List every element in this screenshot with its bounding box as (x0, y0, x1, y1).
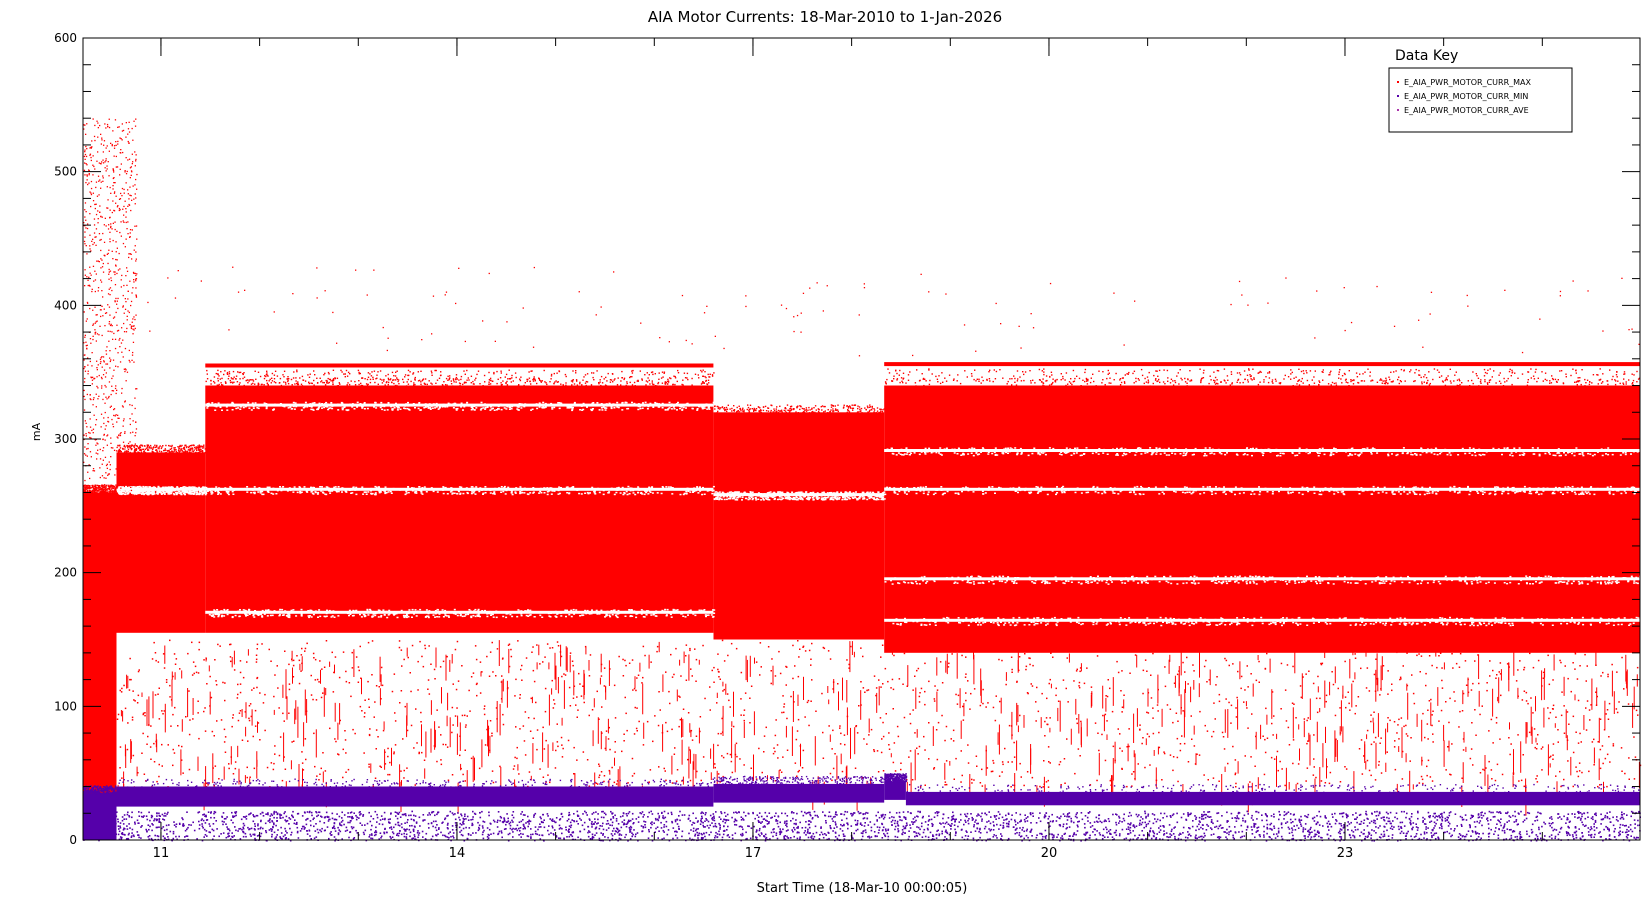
legend-title: Data Key (1395, 48, 1458, 64)
y-tick-label: 400 (54, 298, 77, 312)
dense-band (884, 781, 906, 800)
chart-title: AIA Motor Currents: 18-Mar-2010 to 1-Jan… (648, 8, 1002, 26)
x-tick-label: 23 (1337, 846, 1354, 861)
x-tick-label: 14 (449, 846, 466, 861)
y-tick-label: 100 (54, 699, 77, 713)
y-tick-label: 200 (54, 566, 77, 580)
dense-band (83, 493, 117, 800)
y-tick-label: 500 (54, 165, 77, 179)
legend-marker (1397, 81, 1399, 83)
y-axis-label: mA (30, 422, 43, 441)
legend-entry: E_AIA_PWR_MOTOR_CURR_MAX (1404, 78, 1532, 87)
plot-area (83, 118, 1642, 841)
lower-band (83, 811, 1641, 842)
series-e-aia-pwr-motor-curr-min (83, 773, 1641, 841)
legend-entry: E_AIA_PWR_MOTOR_CURR_MIN (1404, 92, 1528, 101)
legend-marker (1397, 109, 1399, 111)
y-tick-label: 600 (54, 31, 77, 45)
legend-marker (1397, 95, 1399, 97)
y-tick-label: 300 (54, 432, 77, 446)
series-e-aia-pwr-motor-curr-max (83, 118, 1642, 815)
legend-entry: E_AIA_PWR_MOTOR_CURR_AVE (1404, 106, 1529, 115)
x-axis-label: Start Time (18-Mar-10 00:00:05) (757, 881, 968, 896)
dense-band (117, 452, 206, 632)
dense-band (884, 386, 1640, 653)
upper-line (884, 362, 1640, 366)
x-tick-label: 20 (1041, 846, 1058, 861)
legend: Data Key E_AIA_PWR_MOTOR_CURR_MAXE_AIA_P… (1389, 48, 1572, 132)
x-tick-label: 11 (153, 846, 170, 861)
y-tick-label: 0 (69, 833, 77, 847)
x-tick-label: 17 (745, 846, 762, 861)
dense-band (117, 787, 714, 807)
dense-band (83, 793, 117, 840)
dense-band (714, 784, 885, 803)
dense-band (906, 792, 1640, 805)
legend-entries: E_AIA_PWR_MOTOR_CURR_MAX E_AIA_PWR_MOTOR_… (1397, 78, 1532, 115)
band-gap (884, 488, 1640, 491)
dense-band (714, 412, 885, 639)
upper-line (205, 364, 713, 368)
dense-band (205, 386, 713, 633)
